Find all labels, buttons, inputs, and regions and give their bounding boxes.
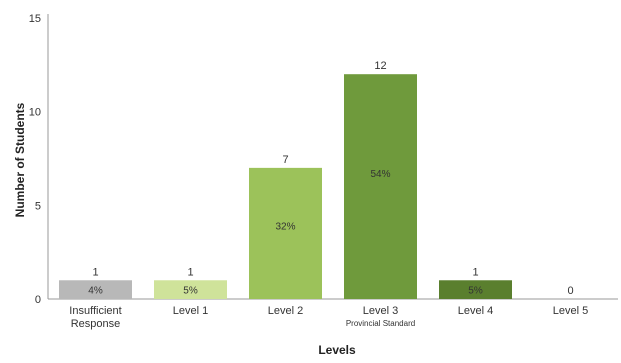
y-tick-label: 15 — [29, 13, 41, 25]
x-tick-label: Level 5 — [553, 305, 588, 317]
bar-2 — [154, 280, 227, 299]
y-axis-title: Number of Students — [13, 102, 27, 217]
y-tick-label: 10 — [29, 107, 41, 119]
x-tick-label: Level 1 — [173, 305, 208, 317]
bar-count-label: 7 — [282, 154, 288, 166]
x-axis-title: Levels — [318, 343, 356, 357]
x-tick-label: Level 4 — [458, 305, 493, 317]
bar-count-label: 1 — [472, 266, 478, 278]
bar-percent-label: 54% — [370, 169, 390, 180]
bar-4 — [344, 74, 417, 299]
bar-percent-label: 4% — [88, 286, 103, 297]
bar-1 — [59, 280, 132, 299]
bar-count-label: 12 — [374, 60, 386, 72]
bar-percent-label: 5% — [468, 286, 483, 297]
bar-percent-label: 32% — [275, 222, 295, 233]
bar-count-label: 1 — [92, 266, 98, 278]
x-tick-label: Level 2 — [268, 305, 303, 317]
x-tick-label: Response — [71, 318, 121, 330]
bar-count-label: 1 — [187, 266, 193, 278]
bar-3 — [249, 167, 322, 299]
y-tick-label: 5 — [35, 200, 41, 212]
bar-count-label: 0 — [567, 285, 573, 297]
bar-percent-label: 5% — [183, 286, 198, 297]
x-tick-label: Level 3 — [363, 305, 398, 317]
y-tick-label: 0 — [35, 294, 41, 306]
bar-5 — [439, 280, 512, 299]
x-tick-sublabel: Provincial Standard — [346, 319, 415, 328]
x-tick-label: Insufficient — [69, 305, 121, 317]
